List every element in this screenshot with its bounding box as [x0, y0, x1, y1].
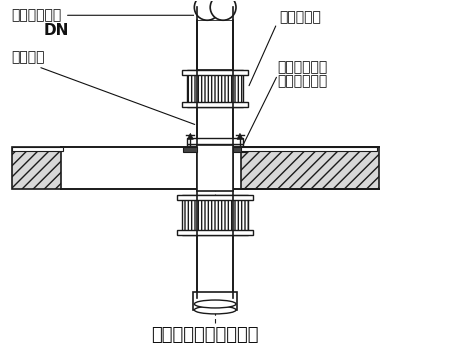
Bar: [177, 230, 253, 235]
Bar: [12, 147, 63, 151]
Bar: [12, 147, 61, 189]
Bar: [197, 145, 233, 191]
Bar: [197, 235, 233, 298]
Bar: [194, 292, 237, 310]
Bar: [197, 20, 233, 70]
Bar: [197, 107, 233, 144]
Polygon shape: [237, 133, 243, 139]
Bar: [194, 0, 236, 20]
Bar: [182, 70, 248, 75]
Text: DN: DN: [43, 23, 69, 38]
Bar: [182, 195, 248, 235]
Ellipse shape: [194, 306, 236, 314]
Bar: [241, 147, 377, 151]
Bar: [187, 144, 243, 150]
Circle shape: [210, 0, 236, 20]
Text: 铸铁排水立管: 铸铁排水立管: [12, 8, 194, 22]
Polygon shape: [187, 133, 194, 139]
Ellipse shape: [194, 300, 236, 308]
Bar: [184, 147, 197, 152]
Text: 不锈钢卡箍: 不锈钢卡箍: [249, 10, 321, 86]
Bar: [233, 147, 247, 152]
Circle shape: [194, 0, 220, 20]
Text: 固定在楼板上: 固定在楼板上: [278, 74, 328, 88]
Text: 承重短管: 承重短管: [12, 50, 195, 125]
Bar: [187, 70, 243, 107]
Bar: [177, 195, 253, 200]
Text: 承重短管支架: 承重短管支架: [278, 60, 328, 74]
Bar: [187, 138, 243, 144]
Bar: [182, 102, 248, 107]
Text: 卡箍式承重短管示意图: 卡箍式承重短管示意图: [152, 326, 259, 344]
Bar: [241, 147, 379, 189]
